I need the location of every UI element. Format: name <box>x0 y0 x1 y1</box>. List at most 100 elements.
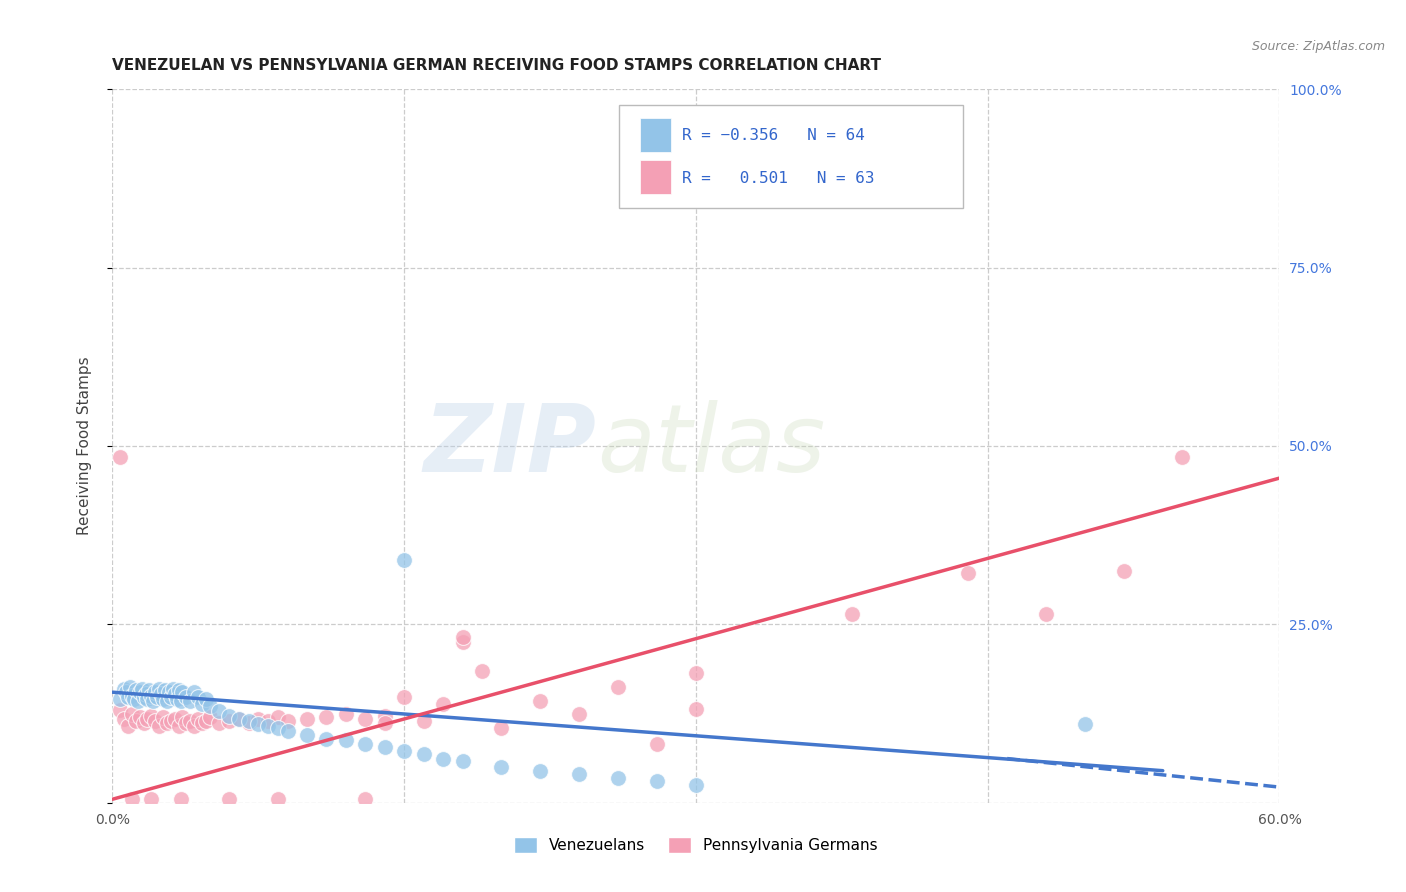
Point <box>607 680 630 694</box>
Text: VENEZUELAN VS PENNSYLVANIA GERMAN RECEIVING FOOD STAMPS CORRELATION CHART: VENEZUELAN VS PENNSYLVANIA GERMAN RECEIV… <box>112 58 882 73</box>
Point <box>335 706 357 721</box>
Point <box>153 683 176 698</box>
Point <box>198 710 221 724</box>
Point <box>238 714 260 728</box>
Text: Source: ZipAtlas.com: Source: ZipAtlas.com <box>1251 40 1385 54</box>
Point <box>267 710 290 724</box>
Point <box>160 690 183 705</box>
Point <box>141 708 163 723</box>
Point <box>432 698 454 712</box>
Point <box>172 710 194 724</box>
Point <box>121 792 143 806</box>
Point <box>491 721 513 735</box>
Point <box>1112 564 1135 578</box>
Point <box>315 731 337 746</box>
Point <box>218 714 240 728</box>
Point <box>228 712 250 726</box>
Point <box>125 683 148 698</box>
Point <box>276 714 298 728</box>
Point <box>162 681 184 696</box>
Point <box>122 692 145 706</box>
Point <box>1035 607 1057 621</box>
Point <box>143 714 166 728</box>
Point <box>117 719 139 733</box>
Point <box>143 685 166 699</box>
Point <box>451 755 474 769</box>
Point <box>315 710 337 724</box>
Point <box>141 689 163 703</box>
Point <box>121 706 143 721</box>
Legend: Venezuelans, Pennsylvania Germans: Venezuelans, Pennsylvania Germans <box>508 831 884 859</box>
Point <box>238 715 260 730</box>
Point <box>471 664 494 678</box>
Point <box>167 683 190 698</box>
Point <box>957 566 980 580</box>
Text: R =   0.501   N = 63: R = 0.501 N = 63 <box>682 170 875 186</box>
Point <box>374 715 396 730</box>
Point <box>412 714 434 728</box>
Point <box>121 689 143 703</box>
Point <box>645 737 668 751</box>
Point <box>142 694 165 708</box>
Point <box>529 694 551 708</box>
Point <box>451 630 474 644</box>
Point <box>148 719 170 733</box>
Point <box>156 715 179 730</box>
Point <box>138 683 160 698</box>
Point <box>152 692 174 706</box>
Point <box>117 690 139 705</box>
Point <box>156 694 179 708</box>
Point <box>257 719 280 733</box>
Point <box>491 760 513 774</box>
Point <box>247 717 270 731</box>
Point <box>451 635 474 649</box>
Point <box>128 710 150 724</box>
Point <box>187 690 209 705</box>
Point <box>110 703 132 717</box>
Point <box>183 685 205 699</box>
Point <box>394 744 416 758</box>
Point <box>132 690 155 705</box>
Point <box>150 687 173 701</box>
Point <box>412 747 434 762</box>
Text: R = −0.356   N = 64: R = −0.356 N = 64 <box>682 128 865 144</box>
Point <box>218 708 240 723</box>
Point <box>432 751 454 765</box>
Point <box>110 450 132 464</box>
Point <box>685 778 707 792</box>
Point <box>607 771 630 785</box>
Point <box>295 728 318 742</box>
Point <box>148 681 170 696</box>
Point <box>115 685 138 699</box>
Point <box>187 712 209 726</box>
Point <box>295 712 318 726</box>
Point <box>131 681 153 696</box>
Point <box>112 712 135 726</box>
Point <box>208 705 231 719</box>
Point <box>166 692 188 706</box>
Point <box>276 724 298 739</box>
Point <box>374 740 396 755</box>
Point <box>685 701 707 715</box>
Point <box>335 733 357 747</box>
Y-axis label: Receiving Food Stamps: Receiving Food Stamps <box>77 357 91 535</box>
Point <box>141 792 163 806</box>
Point <box>136 692 159 706</box>
Text: atlas: atlas <box>596 401 825 491</box>
Point <box>167 719 190 733</box>
Point <box>841 607 863 621</box>
Point <box>128 685 150 699</box>
Point <box>191 715 214 730</box>
Point <box>374 708 396 723</box>
Point <box>152 710 174 724</box>
Point <box>169 694 191 708</box>
Point <box>267 792 290 806</box>
Point <box>172 685 194 699</box>
Point <box>179 714 201 728</box>
Point <box>267 721 290 735</box>
Point <box>176 690 198 705</box>
Point <box>132 715 155 730</box>
Point <box>146 690 169 705</box>
Point <box>645 774 668 789</box>
Point <box>568 706 591 721</box>
